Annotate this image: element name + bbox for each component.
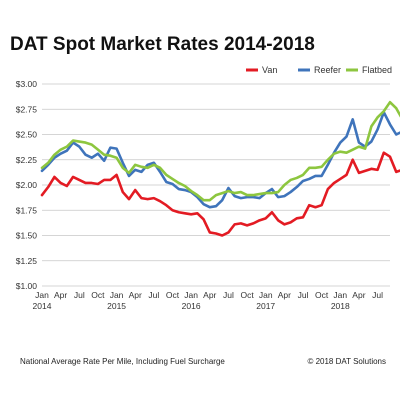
- legend-label-reefer: Reefer: [314, 65, 341, 75]
- legend: Van Reefer Flatbed: [246, 65, 392, 75]
- chart-title: DAT Spot Market Rates 2014-2018: [10, 34, 315, 55]
- x-tick-label: Apr: [278, 290, 291, 300]
- x-tick-label: Apr: [129, 290, 142, 300]
- x-tick-year-label: 2018: [331, 301, 350, 311]
- x-tick-label: Jul: [148, 290, 159, 300]
- x-tick-label: Oct: [315, 290, 329, 300]
- x-tick-label: Oct: [91, 290, 105, 300]
- x-tick-year-label: 2016: [182, 301, 201, 311]
- series-line-reefer: [40, 110, 400, 209]
- x-tick-label: Jan: [184, 290, 198, 300]
- y-tick-label: $1.75: [16, 205, 38, 215]
- x-tick-label: Jul: [223, 290, 234, 300]
- y-tick-label: $1.00: [16, 281, 38, 291]
- x-tick-label: Jan: [110, 290, 124, 300]
- footer-copyright: © 2018 DAT Solutions: [307, 357, 386, 366]
- x-tick-year-label: 2015: [107, 301, 126, 311]
- y-tick-label: $2.75: [16, 104, 38, 114]
- x-tick-year-label: 2014: [33, 301, 52, 311]
- y-tick-label: $2.00: [16, 180, 38, 190]
- series-line-van: [40, 151, 400, 237]
- y-tick-label: $3.00: [16, 79, 38, 89]
- x-tick-label: Jan: [333, 290, 347, 300]
- x-tick-label: Oct: [166, 290, 180, 300]
- x-tick-label: Jul: [74, 290, 85, 300]
- y-axis-tick-labels: $1.00 $1.25 $1.50 $1.75 $2.00 $2.25 $2.50 $2.75…: [16, 79, 38, 291]
- legend-label-flatbed: Flatbed: [362, 65, 392, 75]
- x-tick-label: Jul: [298, 290, 309, 300]
- x-tick-label: Jan: [35, 290, 49, 300]
- series-line-flatbed: [40, 100, 400, 202]
- gridlines: [42, 83, 390, 287]
- y-tick-label: $1.25: [16, 256, 38, 266]
- x-tick-label: Apr: [54, 290, 67, 300]
- footer-source-note: National Average Rate Per Mile, Includin…: [20, 357, 225, 366]
- y-tick-label: $2.50: [16, 130, 38, 140]
- y-tick-label: $1.50: [16, 231, 38, 241]
- x-tick-label: Jan: [259, 290, 273, 300]
- x-tick-label: Apr: [203, 290, 216, 300]
- x-tick-year-label: 2017: [256, 301, 275, 311]
- x-tick-label: Oct: [240, 290, 254, 300]
- x-tick-label: Apr: [352, 290, 365, 300]
- y-tick-label: $2.25: [16, 155, 38, 165]
- x-tick-label: Jul: [372, 290, 383, 300]
- series-lines: [40, 100, 400, 237]
- legend-label-van: Van: [262, 65, 277, 75]
